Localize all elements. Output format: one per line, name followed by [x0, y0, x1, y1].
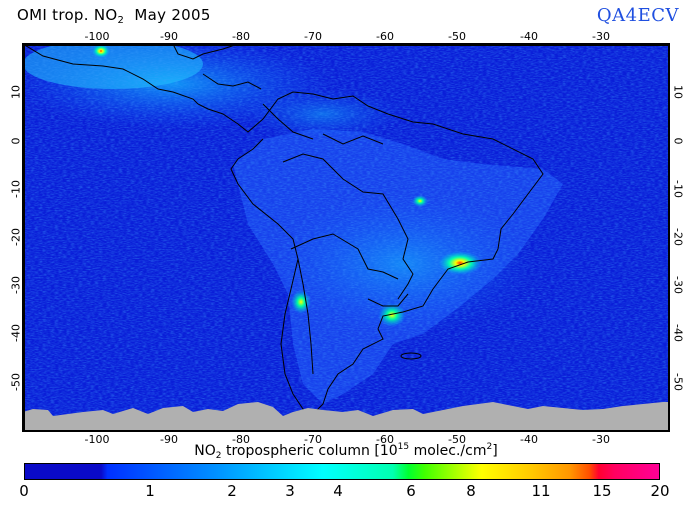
colorbar-title: NO2 tropospheric column [1015 molec./cm2…: [0, 442, 692, 461]
hotspot-santiago: [291, 290, 311, 314]
colorbar-title-sup: 2: [486, 442, 493, 452]
lat-tick-right: 0: [671, 137, 685, 145]
lon-tick-top: -50: [448, 30, 466, 43]
colorbar-tick: 11: [531, 482, 551, 500]
colorbar-tick: 20: [650, 482, 670, 500]
lat-tick-right: -40: [671, 324, 685, 342]
hotspot-sao-paulo: [438, 251, 482, 275]
lat-tick-left: -30: [9, 276, 23, 294]
hotspot-buenos-aires: [378, 303, 406, 327]
lon-tick-bottom: -70: [304, 433, 322, 446]
lat-tick-left: -40: [9, 324, 23, 342]
colorbar-tick: 3: [285, 482, 295, 500]
lon-tick-bottom: -30: [592, 433, 610, 446]
plot-title: OMI trop. NO2 May 2005: [17, 6, 211, 26]
lon-tick-bottom: -100: [84, 433, 110, 446]
lon-tick-bottom: -90: [160, 433, 178, 446]
lon-tick-top: -60: [376, 30, 394, 43]
lat-tick-right: -20: [671, 228, 685, 246]
lon-tick-bottom: -80: [232, 433, 250, 446]
colorbar-title-text: molec./cm: [409, 443, 487, 459]
title-text: OMI trop. NO: [17, 6, 118, 24]
frame-ticks: [23, 44, 669, 431]
lat-tick-right: 10: [671, 85, 685, 99]
coastlines: [23, 44, 544, 415]
lon-tick-bottom: -40: [520, 433, 538, 446]
colorbar-tick: 4: [333, 482, 343, 500]
colorbar-tick: 8: [466, 482, 476, 500]
colorbar-tick: 0: [19, 482, 29, 500]
colorbar-title-sup: 15: [397, 442, 410, 452]
brand-label: QA4ECV: [596, 5, 679, 26]
colorbar-tick: 15: [592, 482, 612, 500]
lon-tick-top: -100: [84, 30, 110, 43]
no-data-mask: [23, 402, 669, 431]
title-subscript: 2: [117, 15, 125, 26]
lat-tick-right: -50: [671, 373, 685, 391]
colorbar-title-text: ]: [492, 443, 498, 459]
lon-tick-top: -30: [592, 30, 610, 43]
lat-tick-left: 0: [9, 137, 23, 145]
colorbar-title-sub: 2: [215, 451, 222, 461]
colorbar: [24, 463, 660, 480]
title-date: May 2005: [124, 6, 211, 24]
lon-tick-top: -90: [160, 30, 178, 43]
lat-tick-left: -10: [9, 180, 23, 198]
colorbar-tick: 6: [406, 482, 416, 500]
hotspot-mexico-city: [92, 44, 110, 58]
lon-tick-bottom: -60: [376, 433, 394, 446]
lat-tick-left: 10: [9, 85, 23, 99]
map-canvas: [23, 44, 669, 431]
hotspot-brasilia: [412, 195, 428, 207]
colorbar-tick: 1: [145, 482, 155, 500]
lat-tick-left: -50: [9, 373, 23, 391]
colorbar-title-text: NO: [194, 443, 216, 459]
colorbar-tick: 2: [227, 482, 237, 500]
lat-tick-right: -30: [671, 276, 685, 294]
lat-tick-right: -10: [671, 180, 685, 198]
no2-map: [22, 43, 670, 432]
lon-tick-top: -80: [232, 30, 250, 43]
lon-tick-top: -70: [304, 30, 322, 43]
colorbar-title-text: tropospheric column [10: [221, 443, 398, 459]
lat-tick-left: -20: [9, 228, 23, 246]
lon-tick-bottom: -50: [448, 433, 466, 446]
lon-tick-top: -40: [520, 30, 538, 43]
